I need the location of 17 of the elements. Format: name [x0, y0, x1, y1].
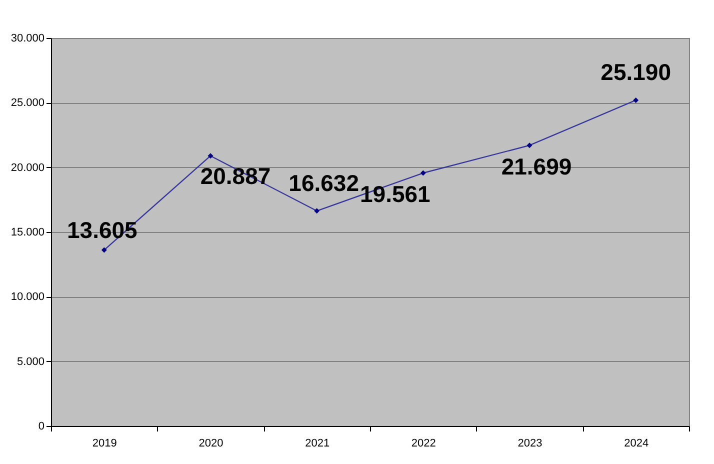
y-tick-label: 15.000 — [10, 226, 44, 238]
x-tick-label: 2021 — [305, 438, 330, 450]
y-tick-label: 10.000 — [10, 291, 44, 304]
y-tick-label: 0 — [38, 420, 44, 432]
x-tick-label: 2022 — [411, 438, 436, 450]
y-tick-label: 20.000 — [10, 162, 44, 174]
x-tick-label: 2024 — [624, 438, 649, 450]
x-tick-label: 2020 — [198, 438, 224, 450]
data-label: 19.561 — [360, 181, 431, 208]
y-tick-label: 5.000 — [16, 356, 44, 368]
data-label: 25.190 — [600, 59, 672, 86]
data-label: 21.699 — [501, 153, 572, 180]
y-tick-label: 30.000 — [10, 32, 44, 44]
x-tick-label: 2023 — [518, 438, 542, 450]
data-label: 16.632 — [288, 170, 360, 196]
x-tick-label: 2019 — [92, 438, 117, 450]
y-tick-label: 25.000 — [10, 97, 44, 110]
